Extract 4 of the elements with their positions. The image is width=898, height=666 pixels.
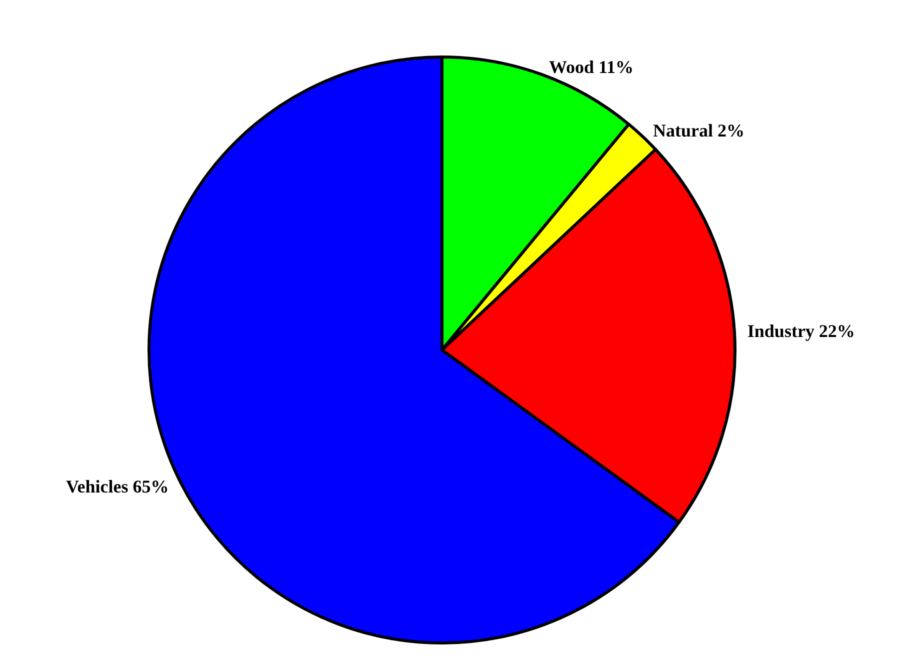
slice-label: Natural 2% (653, 120, 745, 141)
slice-label: Wood 11% (548, 56, 634, 77)
slice-label: Industry 22% (747, 321, 855, 342)
slice-label: Vehicles 65% (66, 476, 169, 497)
